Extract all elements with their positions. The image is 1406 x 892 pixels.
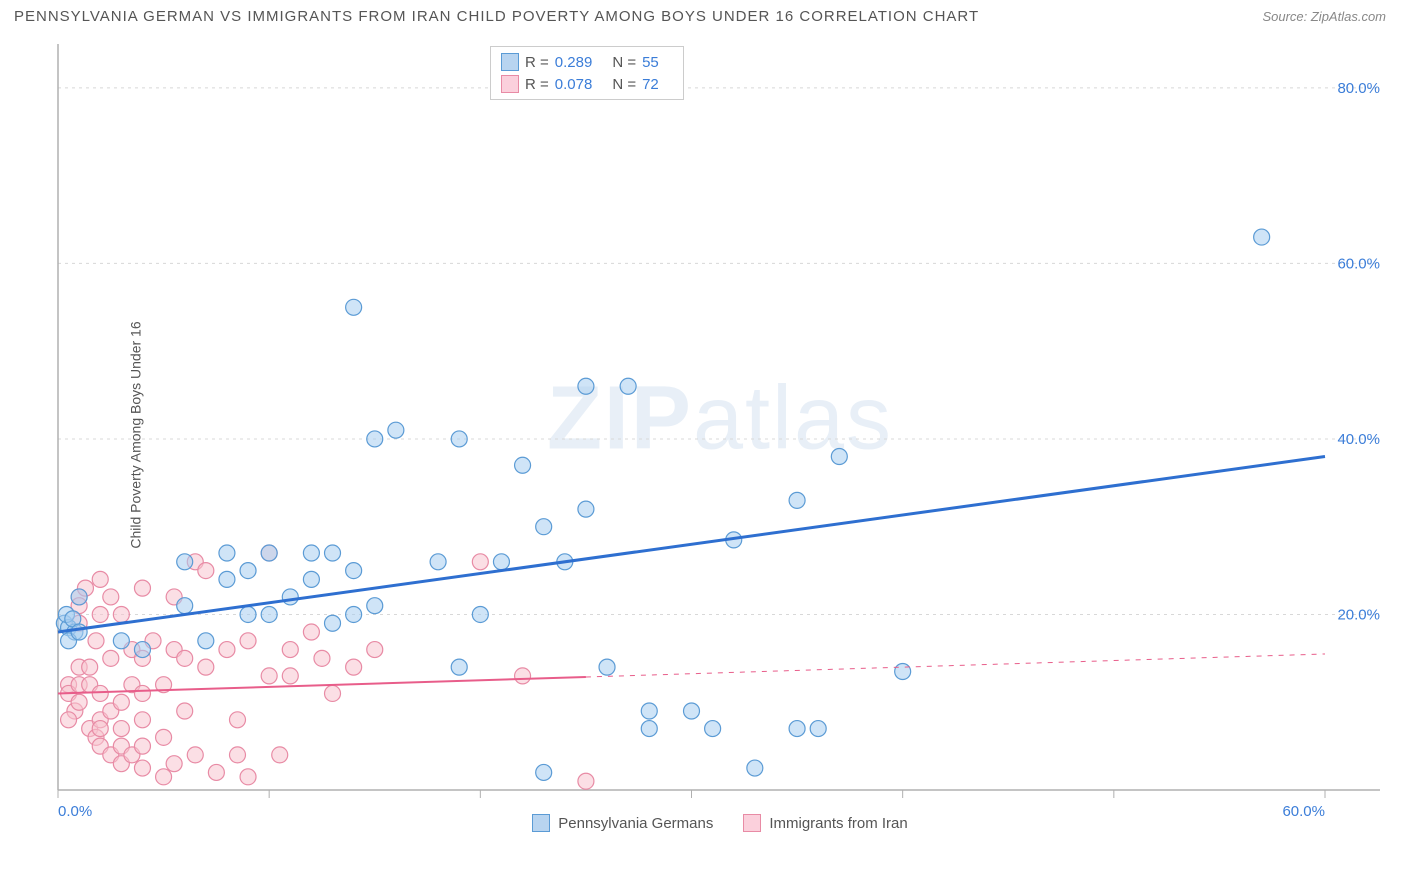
legend-swatch-0	[532, 814, 550, 832]
n-value-0: 55	[642, 54, 659, 71]
scatter-plot: 20.0%40.0%60.0%80.0%0.0%60.0%	[50, 40, 1390, 830]
bottom-legend: Pennsylvania Germans Immigrants from Ira…	[50, 814, 1390, 832]
stats-row-0: R = 0.289 N = 55	[501, 51, 673, 73]
svg-text:40.0%: 40.0%	[1337, 431, 1380, 448]
swatch-0	[501, 53, 519, 71]
chart-area: Child Poverty Among Boys Under 16 ZIPatl…	[50, 40, 1390, 830]
chart-title: PENNSYLVANIA GERMAN VS IMMIGRANTS FROM I…	[14, 8, 979, 25]
legend-label-1: Immigrants from Iran	[769, 815, 907, 832]
n-value-1: 72	[642, 76, 659, 93]
r-value-1: 0.078	[555, 76, 593, 93]
legend-label-0: Pennsylvania Germans	[558, 815, 713, 832]
header: PENNSYLVANIA GERMAN VS IMMIGRANTS FROM I…	[0, 0, 1406, 29]
stats-row-1: R = 0.078 N = 72	[501, 73, 673, 95]
swatch-1	[501, 75, 519, 93]
svg-text:80.0%: 80.0%	[1337, 80, 1380, 97]
legend-item-0: Pennsylvania Germans	[532, 814, 713, 832]
legend-swatch-1	[743, 814, 761, 832]
source-label: Source: ZipAtlas.com	[1262, 9, 1386, 24]
svg-text:20.0%: 20.0%	[1337, 606, 1380, 623]
legend-item-1: Immigrants from Iran	[743, 814, 907, 832]
svg-text:60.0%: 60.0%	[1337, 255, 1380, 272]
r-value-0: 0.289	[555, 54, 593, 71]
stats-legend: R = 0.289 N = 55 R = 0.078 N = 72	[490, 46, 684, 100]
